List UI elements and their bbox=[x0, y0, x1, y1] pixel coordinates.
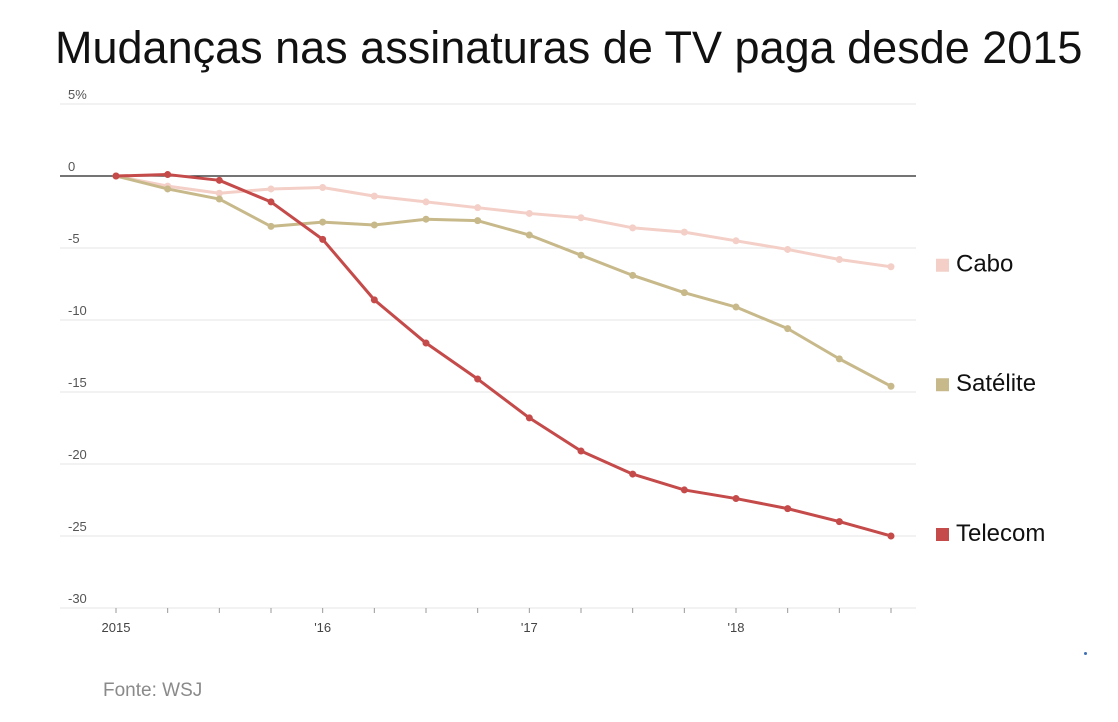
data-point-satelite bbox=[422, 215, 430, 223]
data-point-satelite bbox=[370, 221, 378, 229]
x-tick-label: '16 bbox=[314, 620, 331, 635]
x-tick-label: 2015 bbox=[102, 620, 131, 635]
data-point-telecom bbox=[422, 339, 430, 347]
data-point-cabo bbox=[319, 184, 327, 192]
data-point-telecom bbox=[732, 495, 740, 503]
data-point-cabo bbox=[887, 263, 895, 271]
data-point-telecom bbox=[267, 198, 275, 206]
data-point-satelite bbox=[319, 218, 327, 226]
data-point-telecom bbox=[112, 172, 120, 180]
data-point-satelite bbox=[267, 222, 275, 230]
y-tick-label: 0 bbox=[68, 159, 75, 174]
y-tick-label: -15 bbox=[68, 375, 87, 390]
data-point-telecom bbox=[680, 486, 688, 494]
data-point-telecom bbox=[784, 505, 792, 513]
legend-swatch-cabo bbox=[936, 258, 949, 272]
series-lines bbox=[112, 171, 895, 540]
data-point-satelite bbox=[629, 271, 637, 279]
data-point-cabo bbox=[680, 228, 688, 236]
data-point-cabo bbox=[525, 209, 533, 217]
data-point-satelite bbox=[474, 217, 482, 225]
data-point-telecom bbox=[474, 375, 482, 383]
series-line-cabo bbox=[114, 174, 893, 269]
data-point-telecom bbox=[319, 235, 327, 243]
data-point-cabo bbox=[370, 192, 378, 200]
data-point-telecom bbox=[629, 470, 637, 478]
data-point-cabo bbox=[215, 189, 223, 197]
legend-label-telecom: Telecom bbox=[956, 520, 1045, 547]
data-point-satelite bbox=[215, 195, 223, 203]
chart-title: Mudanças nas assinaturas de TV paga desd… bbox=[55, 22, 1083, 73]
data-point-satelite bbox=[164, 185, 172, 193]
data-point-cabo bbox=[835, 256, 843, 264]
legend-swatch-telecom bbox=[936, 528, 949, 541]
data-point-satelite bbox=[732, 303, 740, 311]
grid-lines bbox=[60, 103, 916, 609]
legend-label-satelite: Satélite bbox=[956, 370, 1036, 397]
y-tick-label: -5 bbox=[68, 231, 80, 246]
data-point-satelite bbox=[784, 325, 792, 333]
series-line-telecom bbox=[114, 173, 893, 538]
x-axis: 2015 '16 '17 '18 bbox=[102, 608, 892, 635]
data-point-telecom bbox=[370, 296, 378, 304]
x-tick-label: '17 bbox=[521, 620, 538, 635]
data-point-satelite bbox=[835, 355, 843, 363]
data-point-cabo bbox=[422, 198, 430, 206]
data-point-cabo bbox=[784, 245, 792, 253]
data-point-cabo bbox=[474, 204, 482, 212]
y-tick-label: -20 bbox=[68, 447, 87, 462]
y-tick-label: -30 bbox=[68, 591, 87, 606]
data-point-cabo bbox=[267, 185, 275, 193]
data-point-telecom bbox=[577, 447, 585, 455]
data-point-cabo bbox=[629, 224, 637, 232]
y-tick-label: 5% bbox=[68, 87, 87, 102]
data-point-cabo bbox=[577, 214, 585, 222]
data-point-satelite bbox=[525, 231, 533, 239]
data-point-telecom bbox=[215, 176, 223, 184]
legend-swatch-satelite bbox=[936, 378, 949, 392]
y-tick-label: -25 bbox=[68, 519, 87, 534]
data-point-satelite bbox=[680, 289, 688, 297]
legend: Cabo Satélite Telecom bbox=[936, 251, 1045, 547]
source-note: Fonte: WSJ bbox=[103, 680, 203, 701]
data-point-satelite bbox=[577, 251, 585, 259]
y-tick-label: -10 bbox=[68, 303, 87, 318]
y-axis-tick-labels: 5% 0 -5 -10 -15 -20 -25 -30 bbox=[68, 87, 87, 606]
data-point-telecom bbox=[525, 414, 533, 422]
legend-label-cabo: Cabo bbox=[956, 251, 1013, 278]
data-point-telecom bbox=[887, 532, 895, 540]
data-point-cabo bbox=[732, 237, 740, 245]
data-point-satelite bbox=[887, 382, 895, 390]
series-line-satelite bbox=[114, 174, 893, 388]
x-tick-label: '18 bbox=[728, 620, 745, 635]
decorative-dot bbox=[1084, 652, 1087, 655]
data-point-telecom bbox=[164, 171, 172, 179]
data-point-telecom bbox=[835, 518, 843, 526]
